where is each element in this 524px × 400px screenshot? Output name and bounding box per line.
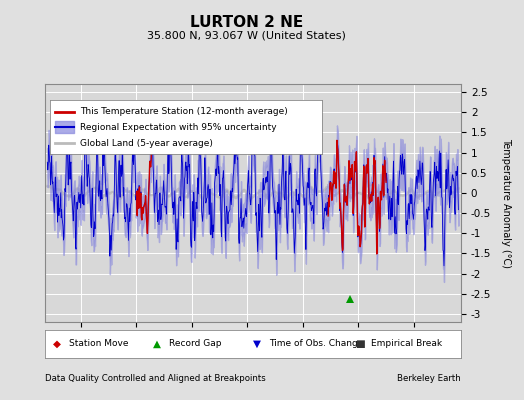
Text: Station Move: Station Move — [69, 340, 128, 348]
Text: This Temperature Station (12-month average): This Temperature Station (12-month avera… — [80, 107, 288, 116]
Text: Data Quality Controlled and Aligned at Breakpoints: Data Quality Controlled and Aligned at B… — [45, 374, 265, 383]
Y-axis label: Temperature Anomaly (°C): Temperature Anomaly (°C) — [500, 138, 511, 268]
Text: ■: ■ — [355, 339, 365, 349]
Text: LURTON 2 NE: LURTON 2 NE — [190, 15, 303, 30]
Text: ▼: ▼ — [253, 339, 261, 349]
Text: Time of Obs. Change: Time of Obs. Change — [269, 340, 363, 348]
Text: Record Gap: Record Gap — [169, 340, 221, 348]
Text: Regional Expectation with 95% uncertainty: Regional Expectation with 95% uncertaint… — [80, 122, 276, 132]
Text: ▲: ▲ — [153, 339, 161, 349]
Text: Berkeley Earth: Berkeley Earth — [397, 374, 461, 383]
Text: 35.800 N, 93.067 W (United States): 35.800 N, 93.067 W (United States) — [147, 30, 346, 40]
Text: ◆: ◆ — [53, 339, 61, 349]
Text: Global Land (5-year average): Global Land (5-year average) — [80, 139, 213, 148]
Text: Empirical Break: Empirical Break — [370, 340, 442, 348]
